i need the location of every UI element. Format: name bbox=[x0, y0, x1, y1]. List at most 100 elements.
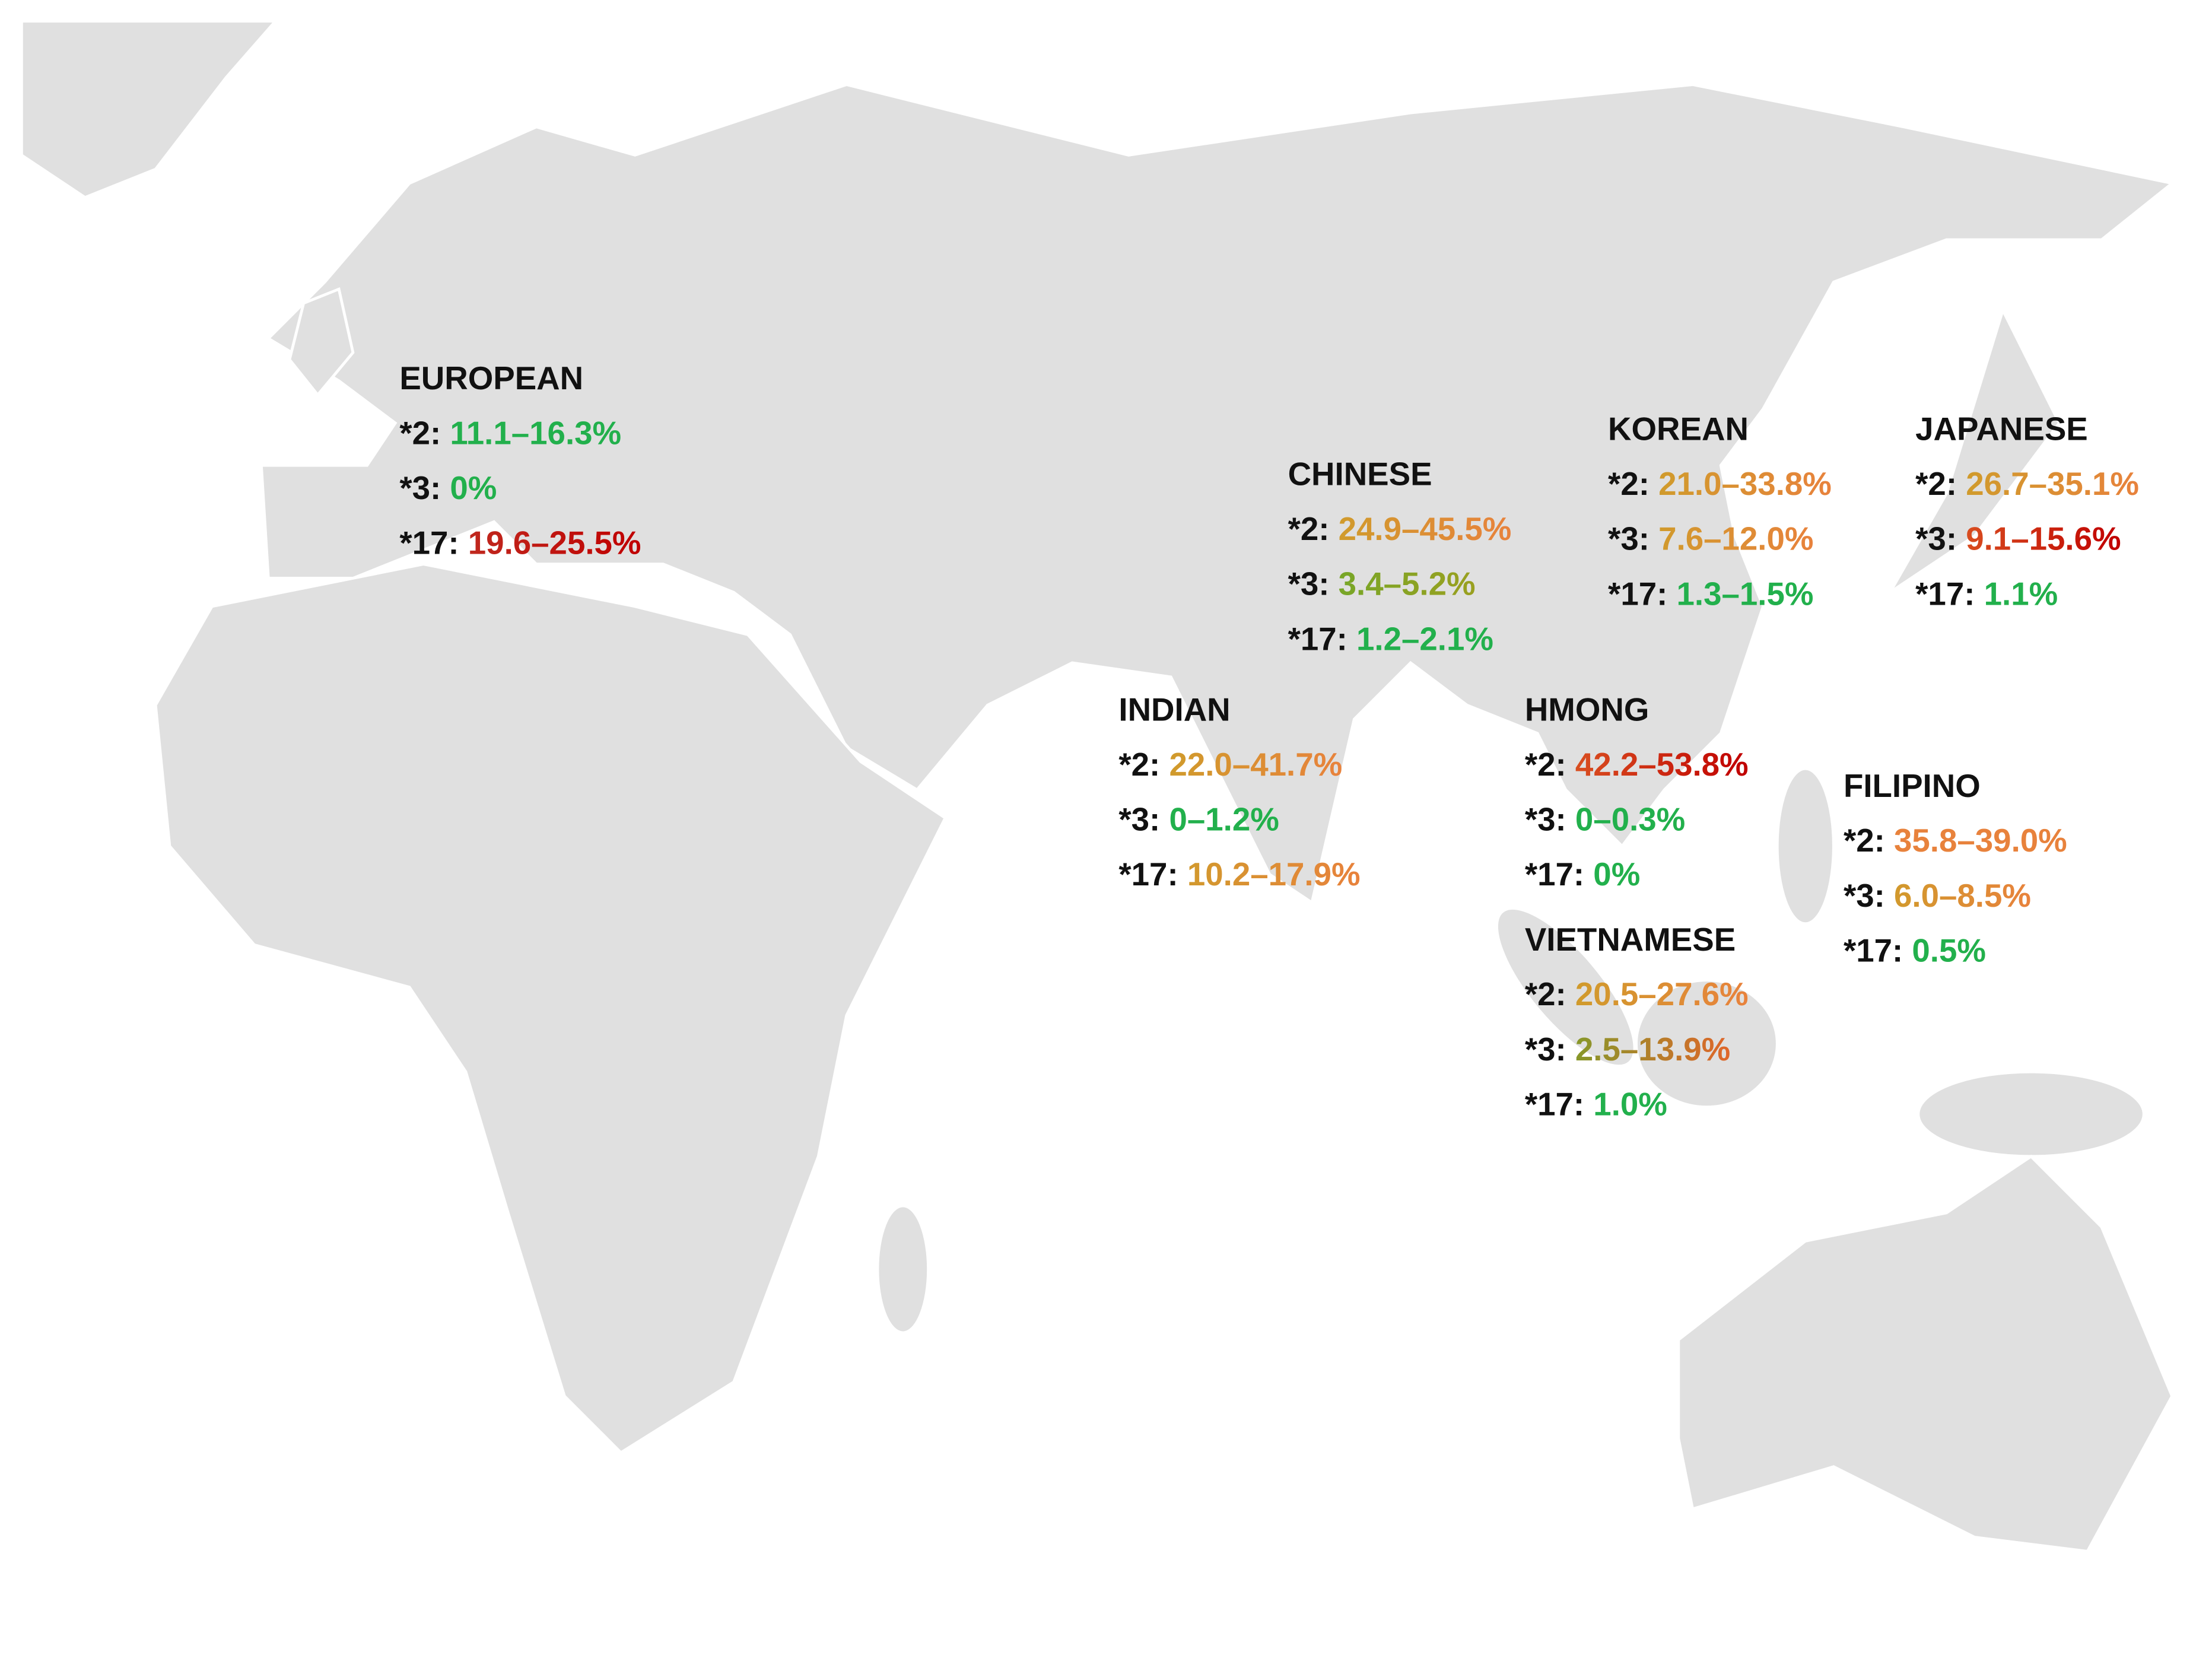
allele: *17: bbox=[1525, 857, 1584, 893]
sumatra bbox=[1495, 907, 1636, 1068]
land bbox=[20, 20, 2176, 1553]
frequency-range: 2.5–13.9% bbox=[1575, 1031, 1730, 1068]
allele: *17: bbox=[1525, 1087, 1584, 1123]
allele: *3: bbox=[1525, 1031, 1566, 1068]
frequency-row: *2: 42.2–53.8% bbox=[1525, 747, 1749, 783]
frequency-range: 1.3–1.5% bbox=[1677, 576, 1814, 612]
allele: *3: bbox=[1915, 521, 1957, 557]
frequency-range: 20.5–27.6% bbox=[1575, 977, 1749, 1013]
frequency-range: 0% bbox=[1593, 857, 1640, 893]
allele: *2: bbox=[1608, 466, 1650, 502]
population-label: JAPANESE*2: 26.7–35.1%*3: 9.1–15.6%*17: … bbox=[1915, 411, 2139, 612]
eurasia bbox=[259, 83, 2176, 905]
allele: *17: bbox=[1288, 621, 1347, 657]
population-name: HMONG bbox=[1525, 692, 1649, 728]
allele: *3: bbox=[1118, 802, 1160, 838]
frequency-row: *2: 24.9–45.5% bbox=[1288, 511, 1512, 547]
frequency-row: *2: 11.1–16.3% bbox=[399, 415, 621, 452]
population-label: HMONG*2: 42.2–53.8%*3: 0–0.3%*17: 0% bbox=[1525, 692, 1749, 893]
australia bbox=[1677, 1154, 2174, 1553]
frequency-row: *3: 2.5–13.9% bbox=[1525, 1031, 1730, 1068]
frequency-range: 35.8–39.0% bbox=[1894, 823, 2067, 859]
frequency-range: 19.6–25.5% bbox=[468, 525, 641, 561]
population-label: FILIPINO*2: 35.8–39.0%*3: 6.0–8.5%*17: 0… bbox=[1844, 768, 2067, 969]
population-name: JAPANESE bbox=[1915, 411, 2088, 447]
frequency-row: *17: 10.2–17.9% bbox=[1118, 857, 1360, 893]
population-label: INDIAN*2: 22.0–41.7%*3: 0–1.2%*17: 10.2–… bbox=[1118, 692, 1360, 893]
frequency-range: 7.6–12.0% bbox=[1658, 521, 1813, 557]
frequency-row: *3: 3.4–5.2% bbox=[1288, 566, 1476, 602]
population-name: INDIAN bbox=[1118, 692, 1230, 728]
allele: *17: bbox=[1915, 576, 1975, 612]
frequency-row: *17: 1.0% bbox=[1525, 1087, 1667, 1123]
allele: *2: bbox=[1525, 747, 1566, 783]
frequency-range: 26.7–35.1% bbox=[1966, 466, 2139, 502]
allele: *3: bbox=[1844, 878, 1885, 914]
frequency-row: *17: 19.6–25.5% bbox=[399, 525, 641, 561]
frequency-row: *3: 0% bbox=[399, 470, 497, 506]
allele: *2: bbox=[1525, 977, 1566, 1013]
frequency-row: *3: 6.0–8.5% bbox=[1844, 878, 2031, 914]
frequency-range: 1.2–2.1% bbox=[1356, 621, 1493, 657]
population-label: CHINESE *2: 24.9–45.5% *3: 3.4–5.2% *17: 1.… bbox=[1288, 456, 1512, 657]
allele: *17: bbox=[1608, 576, 1667, 612]
population-name: CHINESE bbox=[1288, 456, 1432, 493]
allele: *17: bbox=[399, 525, 459, 561]
allele: *2: bbox=[1118, 747, 1160, 783]
allele: *3: bbox=[1525, 802, 1566, 838]
frequency-row: *17: 0.5% bbox=[1844, 933, 1986, 969]
frequency-range: 10.2–17.9% bbox=[1187, 857, 1361, 893]
frequency-range: 21.0–33.8% bbox=[1658, 466, 1832, 502]
frequency-row: *17: 1.3–1.5% bbox=[1608, 576, 1813, 612]
frequency-range: 0–1.2% bbox=[1169, 802, 1279, 838]
labels: EUROPEAN*2: 11.1–16.3%*3: 0%*17: 19.6–25… bbox=[399, 360, 2139, 1123]
frequency-row: *2: 21.0–33.8% bbox=[1608, 466, 1832, 502]
frequency-range: 0–0.3% bbox=[1575, 802, 1685, 838]
allele: *3: bbox=[399, 470, 441, 506]
frequency-range: 22.0–41.7% bbox=[1169, 747, 1342, 783]
allele: *2: bbox=[1915, 466, 1957, 502]
japan bbox=[1889, 306, 2061, 594]
allele: *2: bbox=[1844, 823, 1885, 859]
frequency-row: *3: 7.6–12.0% bbox=[1608, 521, 1813, 557]
frequency-row: *2: 35.8–39.0% bbox=[1844, 823, 2067, 859]
frequency-range: 3.4–5.2% bbox=[1339, 566, 1476, 602]
frequency-range: 6.0–8.5% bbox=[1894, 878, 2031, 914]
frequency-row: *17: 1.2–2.1% bbox=[1288, 621, 1493, 657]
frequency-row: *17: 0% bbox=[1525, 857, 1640, 893]
africa bbox=[154, 563, 948, 1454]
frequency-row: *2: 20.5–27.6% bbox=[1525, 977, 1749, 1013]
borneo bbox=[1635, 979, 1779, 1108]
frequency-range: 1.0% bbox=[1593, 1087, 1667, 1123]
population-name: VIETNAMESE bbox=[1525, 922, 1736, 958]
frequency-range: 42.2–53.8% bbox=[1575, 747, 1749, 783]
population-label: VIETNAMESE*2: 20.5–27.6%*3: 2.5–13.9%*17… bbox=[1525, 922, 1749, 1123]
frequency-range: 11.1–16.3% bbox=[450, 415, 621, 452]
frequency-row: *2: 26.7–35.1% bbox=[1915, 466, 2139, 502]
philippines bbox=[1775, 767, 1835, 926]
population-name: FILIPINO bbox=[1844, 768, 1981, 804]
frequency-row: *3: 0–0.3% bbox=[1525, 802, 1685, 838]
new-guinea bbox=[1917, 1070, 2146, 1158]
frequency-row: *17: 1.1% bbox=[1915, 576, 2058, 612]
population-name: EUROPEAN bbox=[399, 360, 583, 396]
allele: *3: bbox=[1608, 521, 1650, 557]
frequency-range: 9.1–15.6% bbox=[1966, 521, 2121, 557]
population-name: KOREAN bbox=[1608, 411, 1749, 447]
allele: *17: bbox=[1844, 933, 1903, 969]
frequency-range: 1.1% bbox=[1984, 576, 2058, 612]
greenland bbox=[20, 20, 279, 199]
allele: *2: bbox=[399, 415, 441, 452]
frequency-row: *2: 22.0–41.7% bbox=[1118, 747, 1342, 783]
frequency-range: 24.9–45.5% bbox=[1339, 511, 1512, 547]
madagascar bbox=[876, 1204, 930, 1335]
frequency-range: 0% bbox=[450, 470, 497, 506]
population-label: KOREAN*2: 21.0–33.8%*3: 7.6–12.0%*17: 1.… bbox=[1608, 411, 1832, 612]
frequency-range: 0.5% bbox=[1912, 933, 1986, 969]
allele: *3: bbox=[1288, 566, 1330, 602]
allele: *17: bbox=[1118, 857, 1178, 893]
frequency-row: *3: 9.1–15.6% bbox=[1915, 521, 2121, 557]
frequency-row: *3: 0–1.2% bbox=[1118, 802, 1279, 838]
population-label: EUROPEAN*2: 11.1–16.3%*3: 0%*17: 19.6–25… bbox=[399, 360, 641, 561]
